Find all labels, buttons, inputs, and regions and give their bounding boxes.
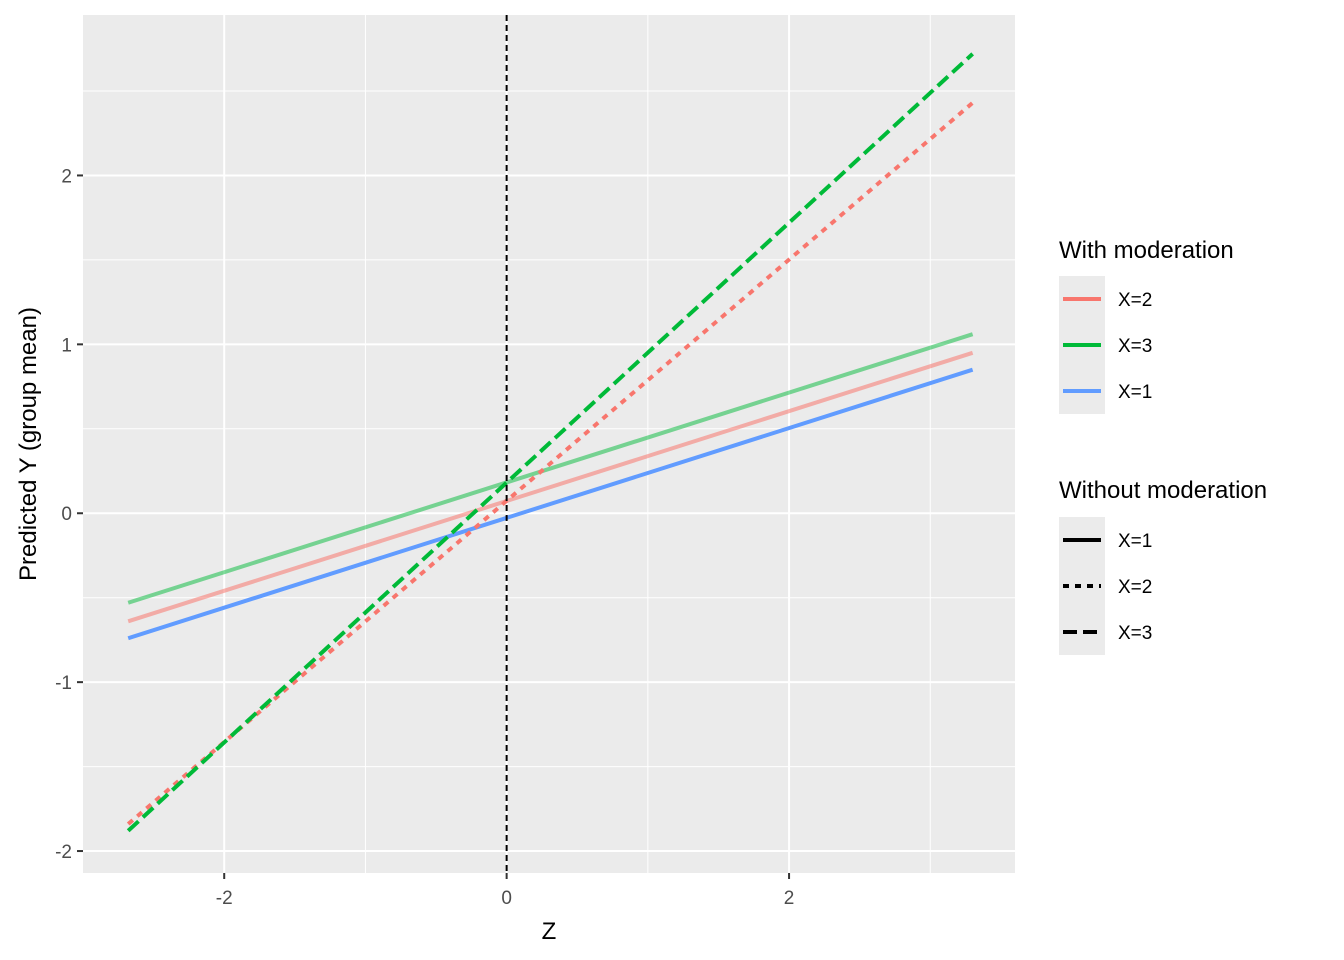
x-axis-title: Z [542, 918, 557, 945]
x-tick-label: -2 [216, 888, 233, 909]
series-line-X1-solid [127, 367, 974, 641]
legend-label: X=3 [1118, 336, 1152, 357]
legend-title: Without moderation [1059, 477, 1267, 504]
grid-minor [83, 15, 1015, 873]
x-tick-label: 0 [501, 888, 512, 909]
legend-without-moderation: Without moderation X=1 X=2 X=3 [1059, 477, 1267, 655]
y-tick-label: -1 [55, 673, 72, 694]
series-layer [126, 52, 974, 833]
y-tick-label: 1 [61, 335, 72, 356]
legend-title: With moderation [1059, 237, 1234, 264]
y-axis-ticks: -2 -1 0 1 2 [55, 166, 83, 863]
legend-label: X=1 [1118, 531, 1152, 552]
series-line-X3-solid [127, 332, 974, 605]
y-tick-label: 2 [61, 166, 72, 187]
y-tick-label: -2 [55, 842, 72, 863]
series-line-X2-solid [127, 350, 974, 624]
x-axis-ticks: -2 0 2 [216, 873, 795, 909]
y-tick-label: 0 [61, 504, 72, 525]
legend-label: X=3 [1118, 623, 1152, 644]
legend-with-moderation: With moderation X=2 X=3 X=1 [1059, 237, 1234, 414]
legend-label: X=2 [1118, 577, 1152, 598]
legend-label: X=1 [1118, 382, 1152, 403]
y-axis-title: Predicted Y (group mean) [15, 307, 42, 581]
x-tick-label: 2 [784, 888, 795, 909]
legend-label: X=2 [1118, 290, 1152, 311]
series-line-X3-dashed [126, 52, 974, 833]
